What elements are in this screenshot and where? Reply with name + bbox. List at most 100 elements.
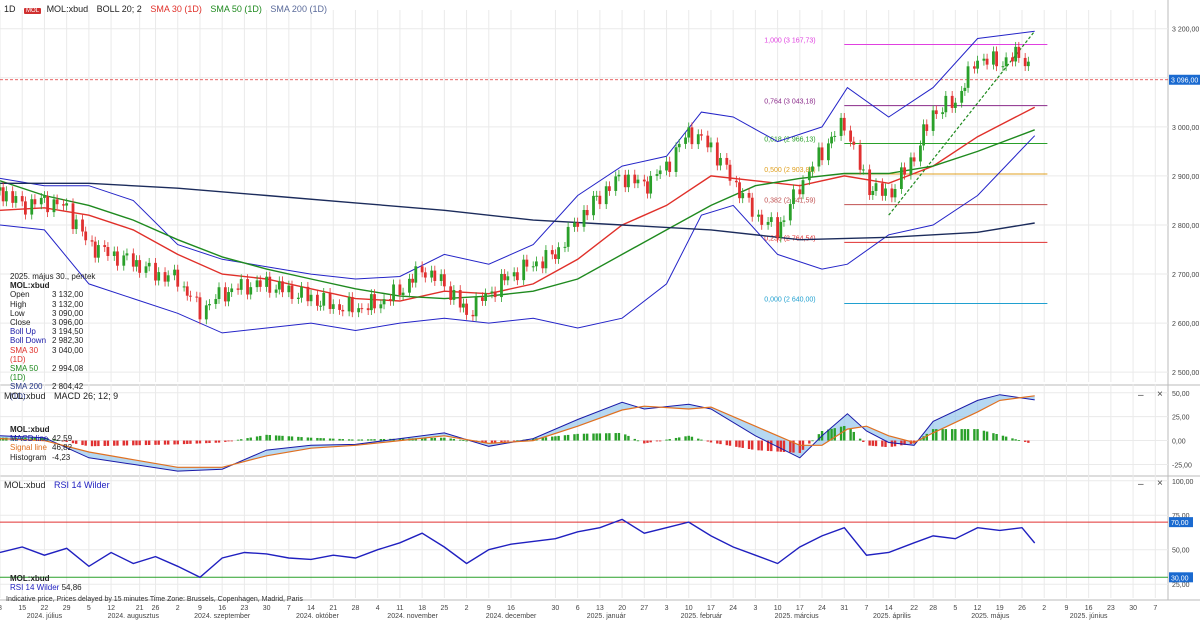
macd-histogram-bar [884,440,887,447]
date-tick-label: 22 [910,605,918,612]
macd-histogram-bar [274,435,278,441]
series-line-sma-30-1d- [0,106,1036,302]
candle-body [515,272,519,281]
month-label: 2024. december [486,613,537,620]
macd-histogram-bar [357,439,360,441]
macd-close-icon[interactable]: × [1157,389,1163,400]
macd-histogram-bar [776,440,779,452]
indicator-sma30[interactable]: SMA 30 (1D) [150,4,202,14]
candle-body [350,297,354,313]
rsi-label[interactable]: RSI 14 Wilder [54,480,110,490]
candle-body [258,280,262,287]
macd-histogram-bar [868,440,871,446]
candle-body [373,294,376,309]
candle-body [566,226,570,247]
candle-body [214,299,218,305]
macd-histogram-bar [84,440,87,446]
macd-histogram-bar [757,440,760,451]
month-label: 2024. november [387,613,438,620]
candle-body [322,292,326,306]
macd-label[interactable]: MACD 26; 12; 9 [54,391,119,401]
series-line-sma-50-1d- [0,129,1035,300]
candle-body [189,295,192,297]
date-tick-label: 6 [576,605,580,612]
candle-body [642,179,646,182]
candle-body [563,246,567,248]
macd-legend-key: Histogram [10,452,47,462]
rsi-level-tag [1169,517,1193,528]
macd-histogram-bar [481,440,484,443]
legend-symbol: MOL:xbud [10,281,50,291]
macd-histogram-bar [512,440,516,442]
month-label: 2025. február [681,613,723,620]
candle-body [281,281,284,293]
candle-body [106,247,110,256]
macd-histogram-bar [566,434,570,441]
macd-histogram-bar [186,440,189,444]
candle-body [1017,46,1021,58]
legend-value: 3 132,00 [52,299,84,309]
candle-body [903,167,906,175]
candle-body [715,142,719,166]
date-tick-label: 5 [87,605,91,612]
candle-body [93,241,97,258]
indicator-sma200[interactable]: SMA 200 (1D) [270,4,327,14]
indicator-sma50[interactable]: SMA 50 (1D) [210,4,262,14]
candle-body [1014,46,1018,62]
rsi-line [0,518,1036,579]
candle-body [328,292,332,309]
legend-row: Boll Down 2 982,30 [10,336,95,345]
macd-line [0,394,1035,472]
symbol-label[interactable]: MOL:xbud [46,4,89,14]
macd-histogram-bar [360,439,364,441]
candle-body [950,95,954,108]
macd-histogram-bar [563,435,567,441]
rsi-tick-label: 50,00 [1172,548,1190,555]
macd-histogram-bar [858,438,862,441]
macd-histogram-bar [817,434,821,441]
candle-body [972,66,976,69]
series-line-boll-down [0,135,1036,334]
macd-histogram-bar [322,438,325,441]
macd-minimize-icon[interactable]: – [1138,390,1144,401]
candle-body [826,143,830,161]
macd-histogram-bar [719,440,722,445]
date-tick-label: 17 [707,605,715,612]
month-label: 2024. augusztus [108,613,160,620]
candle-body [833,135,837,137]
period-label[interactable]: 1D [4,4,16,14]
macd-histogram-bar [687,435,690,441]
rsi-minimize-icon[interactable]: – [1138,479,1144,490]
candle-body [747,193,751,198]
month-label: 2024. július [27,613,63,620]
macd-histogram-bar [1004,436,1008,441]
candle-body [728,164,732,181]
candle-body [125,253,129,256]
month-label: 2024. szeptember [194,613,251,620]
macd-histogram-bar [706,440,709,442]
candle-body [627,174,630,188]
macd-histogram-bar [950,429,954,441]
candle-body [750,197,754,217]
rsi-close-icon[interactable]: × [1157,478,1163,489]
macd-histogram-bar [43,437,46,441]
date-tick-label: 3 [665,605,669,612]
macd-histogram-bar [1014,439,1017,441]
candle-body [449,286,453,300]
candle-body [366,308,370,311]
candle-body [1,187,5,202]
candle-body [953,102,957,108]
rsi-level-label: 70,00 [1171,520,1189,527]
macd-histogram-bar [379,439,383,441]
date-tick-label: 13 [596,605,604,612]
legend-key: Boll Up [10,327,36,337]
macd-histogram-bar [709,440,713,443]
indicator-boll[interactable]: BOLL 20; 2 [96,4,142,14]
candle-body [557,247,561,259]
candle-body [776,217,780,238]
price-tick-label: 2 700,00 [1172,272,1199,279]
candle-body [357,308,361,313]
macd-histogram-bar [982,430,986,441]
candle-body [541,261,545,269]
candle-body [411,278,415,283]
